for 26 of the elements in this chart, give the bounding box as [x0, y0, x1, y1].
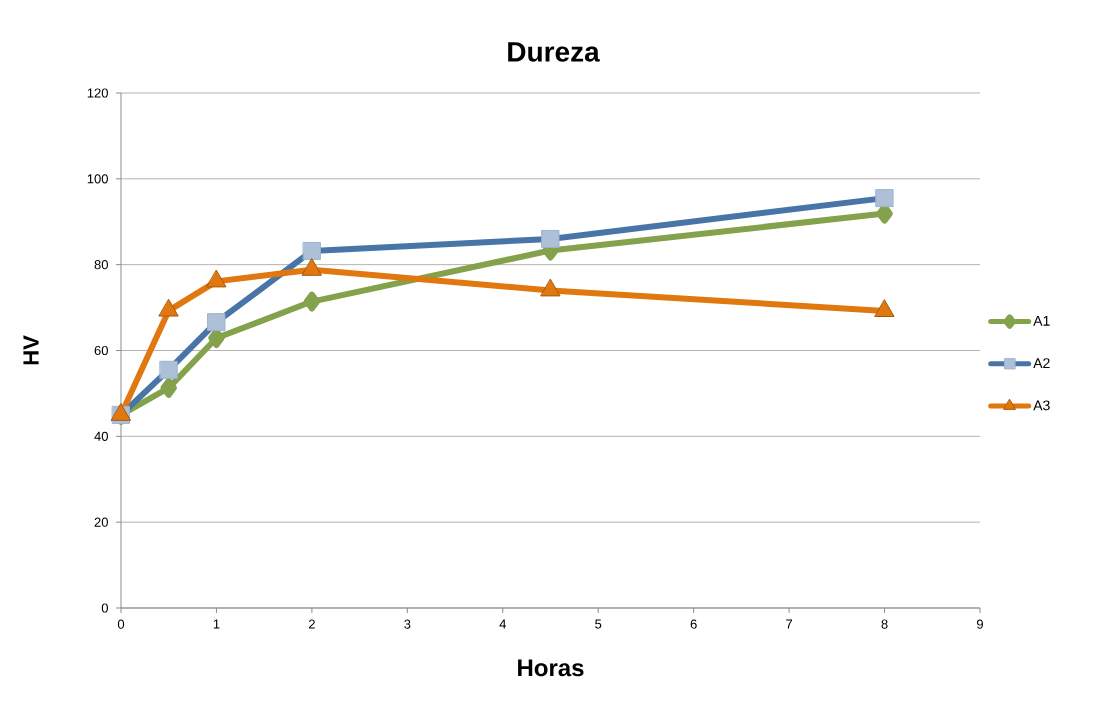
y-tick-label: 40 — [94, 431, 108, 441]
x-tick-label: 9 — [976, 619, 983, 629]
y-tick-label: 80 — [94, 260, 108, 270]
chart-title: Dureza — [508, 42, 600, 62]
x-tick-label: 1 — [213, 619, 220, 629]
point — [160, 377, 177, 398]
x-tick-label: 7 — [786, 619, 793, 629]
y-tick-label: 60 — [94, 345, 108, 356]
y-tick-label: 100 — [87, 174, 108, 184]
x-tick-label: 4 — [499, 619, 507, 629]
x-tick-label: 0 — [117, 619, 125, 629]
x-axis-title: Horas — [518, 659, 584, 677]
x-tick-label: 6 — [690, 619, 697, 629]
x-tick-label: 8 — [881, 619, 888, 629]
y-tick-label: 20 — [94, 517, 108, 527]
y-axis-title: HV — [23, 335, 39, 365]
legend-label: A3 — [1033, 400, 1050, 411]
y-tick-label: 0 — [101, 603, 108, 613]
legend-label: A1 — [1033, 316, 1050, 326]
x-tick-label: 5 — [595, 619, 602, 629]
x-tick-label: 2 — [308, 619, 315, 629]
point — [303, 291, 321, 312]
x-tick-label: 3 — [404, 619, 411, 629]
y-tick-label: 120 — [87, 88, 108, 98]
point — [208, 328, 225, 349]
legend-label: A2 — [1033, 358, 1050, 368]
